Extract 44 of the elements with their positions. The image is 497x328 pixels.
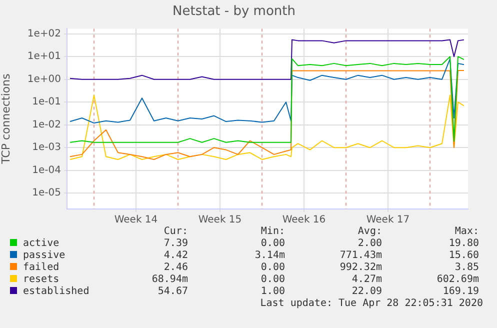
legend-label: active: [22, 238, 60, 250]
chart-title: Netstat - by month: [172, 4, 296, 20]
text: Cur:: [162, 226, 188, 238]
text: 7.39: [162, 238, 188, 250]
text: 0.00: [260, 274, 285, 286]
text: 68.94m: [150, 274, 188, 286]
text: 15.60: [448, 250, 479, 262]
text: 0.00: [260, 262, 285, 274]
y-tick-label: 1e-01: [32, 96, 61, 108]
legend-label: established: [22, 286, 90, 298]
text: 19.80: [448, 238, 479, 250]
x-tick-label: Week 16: [282, 214, 326, 226]
x-tick-label: Week 14: [114, 214, 158, 226]
y-axis-title: TCP connections: [0, 73, 12, 165]
y-tick-label: 1e-05: [32, 188, 61, 199]
text: 4.27m: [350, 274, 382, 286]
legend-label: failed: [22, 262, 60, 274]
text: 3.85: [454, 262, 479, 274]
text: Last update: Tue Apr 28 22:05:31 2020: [260, 298, 483, 309]
y-tick-label: 1e-03: [32, 142, 61, 154]
y-tick-label: 1e-04: [32, 164, 61, 176]
text: Avg:: [356, 226, 382, 238]
x-tick-label: Week 15: [198, 214, 242, 226]
text: 771.43m: [338, 250, 382, 262]
text: 3.14m: [254, 250, 285, 262]
text: Max:: [454, 226, 479, 238]
text: 4.42: [162, 250, 188, 262]
legend-label: resets: [22, 274, 60, 286]
y-tick-label: 1e-02: [32, 119, 61, 130]
text: 22.09: [350, 286, 382, 298]
text: Min:: [260, 226, 285, 238]
text: 2.00: [356, 238, 382, 250]
text: 169.19: [442, 286, 479, 298]
text: 992.32m: [338, 262, 382, 274]
legend-label: passive: [22, 250, 66, 262]
text: 0.00: [260, 238, 285, 250]
text: 54.67: [156, 286, 188, 298]
y-tick-label: 1e+02: [27, 28, 61, 40]
text: 602.69m: [436, 274, 479, 286]
text: 2.46: [162, 262, 188, 274]
x-tick-label: Week 17: [366, 214, 410, 226]
y-tick-label: 1e+00: [27, 74, 61, 85]
text: 1.00: [260, 286, 285, 298]
y-tick-label: 1e+01: [27, 51, 61, 62]
